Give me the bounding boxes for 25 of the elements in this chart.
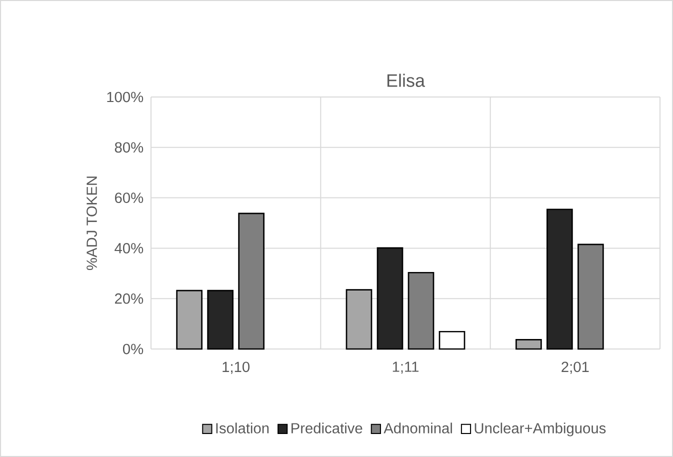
y-tick-label: 80% (114, 142, 144, 153)
bar (408, 272, 434, 350)
y-tick-label: 0% (122, 344, 144, 354)
bar (346, 289, 372, 350)
bar (176, 290, 203, 350)
legend-label: Predicative (292, 422, 362, 434)
y-axis-title: %ADJ TOKEN (86, 176, 97, 270)
x-tick-label: 2;01 (562, 362, 589, 374)
bar (376, 247, 404, 350)
y-tick-label: 100% (107, 92, 144, 102)
x-tick-label: 1;11 (392, 362, 419, 374)
x-tick-label: 1;10 (222, 362, 250, 374)
bar (546, 208, 573, 350)
bar (207, 290, 234, 350)
chart-title: Elisa (387, 74, 426, 87)
bar (438, 330, 466, 350)
bar (578, 244, 604, 350)
bar (238, 212, 265, 350)
y-tick-label: 40% (114, 243, 144, 254)
y-tick-label: 20% (115, 293, 144, 304)
legend-label: Adnominal (384, 422, 452, 434)
bar (516, 339, 542, 350)
legend-label: Unclear+Ambiguous (474, 422, 606, 436)
legend-label: Isolation (216, 422, 269, 434)
y-tick-label: 60% (115, 192, 144, 203)
